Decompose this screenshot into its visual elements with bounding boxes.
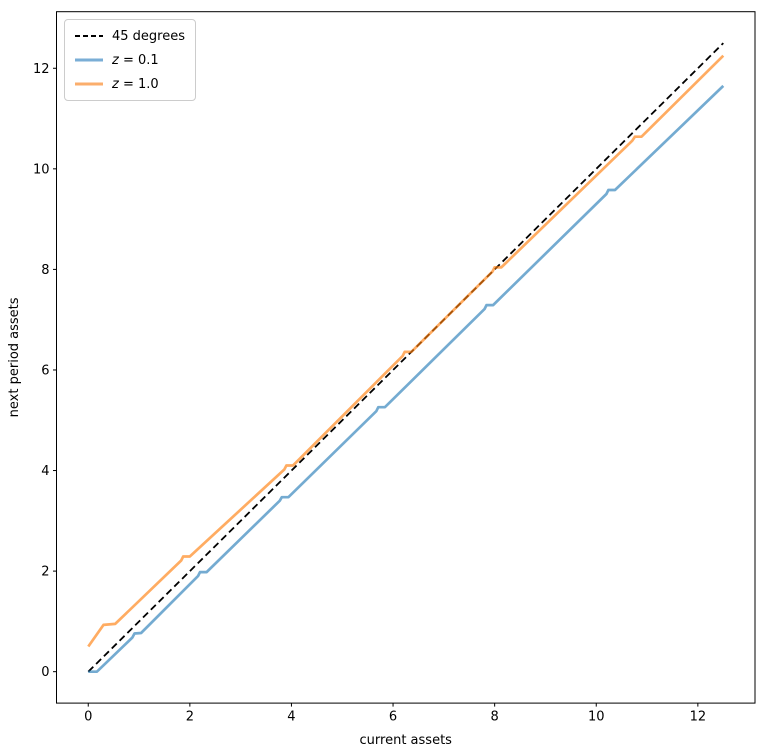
legend-label: z = 1.0 <box>112 76 159 92</box>
legend-item: z = 0.1 <box>74 51 185 69</box>
series-line-45-degrees <box>87 42 724 673</box>
x-tick-label: 8 <box>491 710 499 725</box>
series-line-z-0.1 <box>88 84 725 674</box>
tick-layer: 0 2 4 6 8 10 12 0 2 4 6 8 10 12 <box>33 62 706 725</box>
legend: 45 degrees z = 0.1 z = 1.0 <box>64 19 197 101</box>
y-tick-label: 12 <box>33 62 50 77</box>
legend-item: z = 1.0 <box>74 75 185 93</box>
series-line-z-1.0 <box>87 54 725 648</box>
x-tick-label: 0 <box>84 710 92 725</box>
legend-label: 45 degrees <box>112 28 186 44</box>
y-axis-label: next period assets <box>7 297 22 417</box>
x-tick-label: 12 <box>690 710 707 725</box>
y-tick-label: 2 <box>41 565 49 580</box>
y-tick-label: 8 <box>41 263 49 278</box>
x-tick-label: 4 <box>287 710 295 725</box>
x-axis-label: current assets <box>360 733 453 748</box>
y-tick-label: 6 <box>41 363 49 378</box>
legend-item: 45 degrees <box>74 27 185 45</box>
series-layer <box>87 42 725 674</box>
axes-frame <box>56 11 756 704</box>
y-tick-label: 0 <box>41 665 49 680</box>
legend-label: z = 0.1 <box>112 52 159 68</box>
x-tick-label: 6 <box>389 710 397 725</box>
legend-line-sample <box>75 82 103 86</box>
x-tick-label: 10 <box>588 710 605 725</box>
y-tick-label: 4 <box>41 464 49 479</box>
x-tick-label: 2 <box>186 710 194 725</box>
legend-line-sample <box>75 35 103 37</box>
legend-line-sample <box>75 58 103 62</box>
y-tick-label: 10 <box>33 162 50 177</box>
